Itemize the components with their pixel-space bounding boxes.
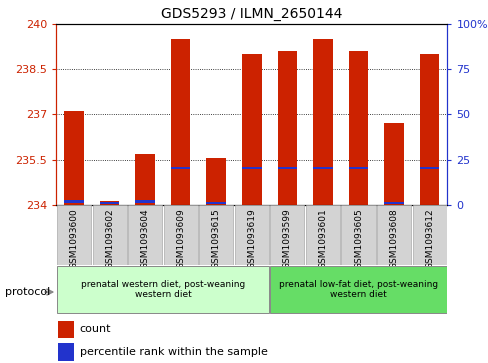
Bar: [305, 205, 339, 265]
Text: GSM1093615: GSM1093615: [211, 208, 220, 269]
Bar: [376, 205, 410, 265]
Bar: [384, 123, 403, 205]
Bar: [100, 201, 119, 204]
Bar: [92, 205, 126, 265]
Bar: [128, 205, 162, 265]
Bar: [171, 39, 190, 205]
Bar: [312, 167, 332, 169]
Bar: [277, 51, 297, 205]
Text: GSM1093609: GSM1093609: [176, 208, 185, 269]
Bar: [384, 201, 403, 204]
Bar: [341, 205, 375, 265]
Bar: [199, 205, 233, 265]
Bar: [270, 205, 304, 265]
Text: GSM1093619: GSM1093619: [247, 208, 256, 269]
Text: GSM1093612: GSM1093612: [424, 208, 433, 269]
Bar: [135, 200, 155, 203]
Bar: [348, 167, 367, 169]
Bar: [242, 167, 261, 169]
Text: GSM1093601: GSM1093601: [318, 208, 327, 269]
Bar: [57, 266, 268, 313]
Bar: [234, 205, 268, 265]
Text: GSM1093605: GSM1093605: [353, 208, 362, 269]
Text: protocol: protocol: [5, 287, 50, 297]
Text: GSM1093602: GSM1093602: [105, 208, 114, 269]
Bar: [419, 54, 439, 205]
Bar: [348, 51, 367, 205]
Bar: [58, 343, 74, 361]
Bar: [64, 200, 83, 203]
Bar: [57, 205, 91, 265]
Text: prenatal low-fat diet, post-weaning
western diet: prenatal low-fat diet, post-weaning west…: [278, 280, 437, 299]
Bar: [171, 167, 190, 169]
Text: GSM1093600: GSM1093600: [69, 208, 79, 269]
Bar: [277, 167, 297, 169]
Bar: [163, 205, 197, 265]
Bar: [419, 167, 439, 169]
Text: GSM1093604: GSM1093604: [141, 208, 149, 269]
Bar: [64, 111, 83, 205]
Text: count: count: [80, 325, 111, 334]
Text: GSM1093608: GSM1093608: [389, 208, 398, 269]
Text: GSM1093599: GSM1093599: [283, 208, 291, 269]
Title: GDS5293 / ILMN_2650144: GDS5293 / ILMN_2650144: [161, 7, 342, 21]
Text: prenatal western diet, post-weaning
western diet: prenatal western diet, post-weaning west…: [81, 280, 244, 299]
Bar: [58, 321, 74, 338]
Bar: [206, 158, 225, 205]
Bar: [206, 201, 225, 204]
Bar: [312, 39, 332, 205]
Text: percentile rank within the sample: percentile rank within the sample: [80, 347, 267, 357]
Bar: [412, 205, 446, 265]
Bar: [242, 54, 261, 205]
Bar: [100, 201, 119, 205]
Bar: [135, 154, 155, 205]
Bar: [270, 266, 447, 313]
